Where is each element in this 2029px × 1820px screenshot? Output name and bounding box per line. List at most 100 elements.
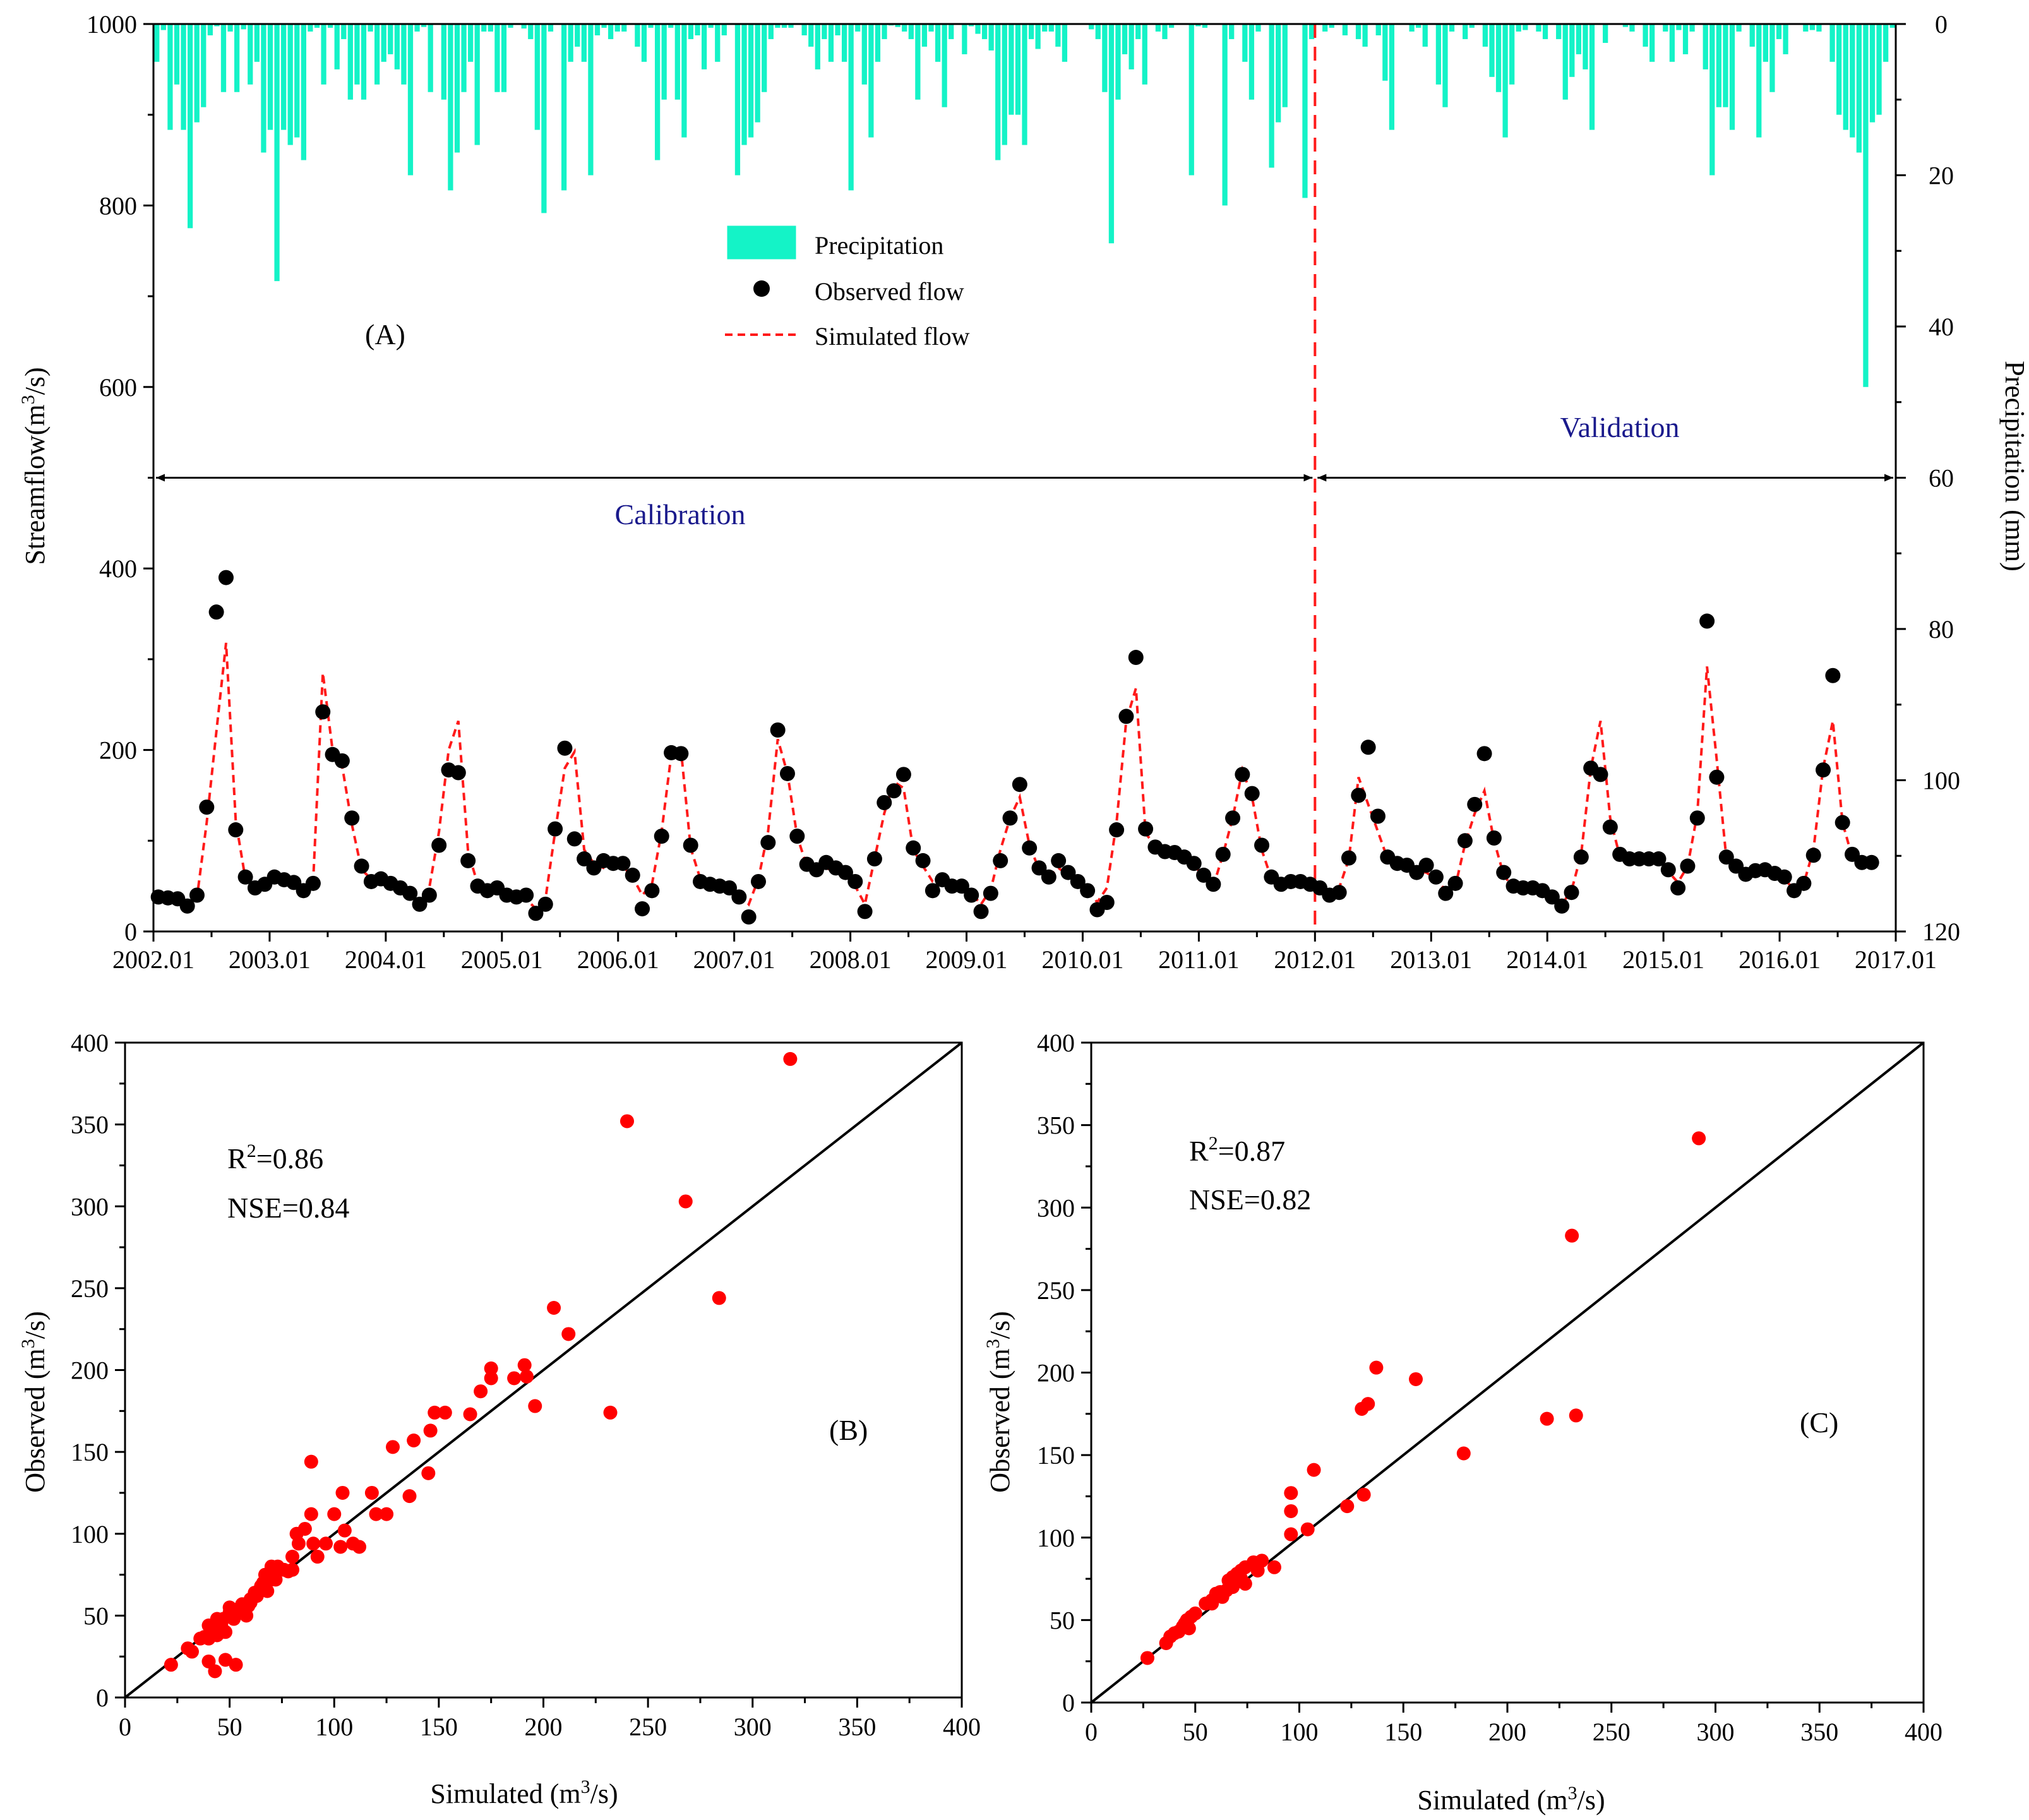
scatter-point [423, 1423, 438, 1438]
precipitation-bar [1883, 24, 1889, 62]
observed-flow-point [1215, 846, 1231, 862]
observed-flow-point [983, 885, 998, 901]
observed-flow-point [1816, 762, 1831, 778]
observed-flow-point [1080, 883, 1096, 899]
precipitation-bar [1155, 24, 1161, 32]
scatter-point [463, 1407, 477, 1422]
precipitation-bar [308, 24, 313, 32]
precipitation-bar [1229, 24, 1235, 39]
panel-c-y-title-base: Observed (m [985, 1348, 1015, 1493]
precipitation-bar [741, 24, 747, 145]
precipitation-bar [708, 24, 714, 28]
scatter-point [1361, 1397, 1375, 1411]
precipitation-bar [1255, 24, 1261, 32]
scatter-point [1267, 1560, 1281, 1574]
scatter-point [306, 1536, 321, 1551]
precipitation-bar [1422, 24, 1428, 47]
observed-flow-point [1573, 849, 1589, 865]
precipitation-bar [341, 24, 347, 39]
scatter-point [380, 1507, 394, 1521]
y-axis-tick-label: 0 [1062, 1689, 1075, 1717]
precipitation-bar [594, 24, 601, 35]
scatter-point [407, 1433, 421, 1447]
precipitation-bar [188, 24, 193, 229]
precipitation-bar [1195, 24, 1201, 27]
precipitation-bar [1122, 24, 1128, 54]
precipitation-bar [1729, 24, 1735, 130]
precipitation-bar [454, 24, 460, 153]
precipitation-bar [1382, 24, 1388, 81]
precipitation-bar [474, 24, 480, 145]
precipitation-bar [808, 24, 814, 47]
x-axis-tick-label: 200 [1488, 1718, 1526, 1746]
precipitation-bar [701, 24, 707, 69]
x-axis-tick-label: 300 [1697, 1718, 1735, 1746]
scatter-point [783, 1051, 798, 1066]
precipitation-bar [1095, 24, 1101, 39]
x-axis-tick-label: 300 [734, 1713, 772, 1741]
scatter-point [620, 1114, 634, 1129]
observed-flow-point [837, 865, 853, 880]
precipitation-bar [815, 24, 820, 69]
precipitation-bar [688, 24, 694, 39]
precipitation-bar [1495, 24, 1502, 92]
scatter-point [1300, 1522, 1315, 1536]
precipitation-bar [1769, 24, 1775, 92]
observed-flow-point [635, 901, 650, 917]
precipitation-bar [388, 24, 393, 54]
precipitation-bar [1809, 24, 1815, 30]
precipitation-bar [1709, 24, 1715, 176]
precipitation-bar [1502, 24, 1508, 138]
precipitation-bar [1022, 24, 1027, 145]
precipitation-bar [1843, 24, 1848, 130]
panel-c-validation-scatter: 00 50 50 100 100 150 150 200 200 250 250 300 300 350 3… [983, 1029, 1942, 1816]
panel-c-y-title-superscript: 3 [983, 1339, 1003, 1348]
x-axis-tick-label: 0 [1085, 1718, 1098, 1746]
left-axis-title-superscript: 3 [18, 395, 39, 404]
scatter-point [678, 1194, 693, 1209]
precipitation-bar [1850, 24, 1855, 138]
precipitation-bar [241, 24, 246, 30]
precipitation-bar [1829, 24, 1835, 62]
panel-c-r2-prefix: R [1189, 1135, 1209, 1167]
legend-simulated-label: Simulated flow [815, 322, 970, 350]
scatter-point [528, 1399, 542, 1413]
precipitation-bar [1509, 24, 1515, 85]
observed-flow-point [1709, 769, 1725, 785]
precipitation-bar [1409, 24, 1415, 32]
precipitation-bar [588, 24, 594, 176]
observed-flow-point [625, 867, 640, 883]
panel-c-label: (C) [1800, 1406, 1838, 1439]
observed-flow-point [654, 829, 669, 844]
observed-flow-point [421, 887, 437, 903]
precipitation-bars [154, 24, 1895, 387]
panel-c-axis-ticks: 00 50 50 100 100 150 150 200 200 250 250 300 300 350 3… [1037, 1029, 1942, 1746]
x-axis-tick-label: 50 [1183, 1718, 1208, 1746]
precipitation-bar [1756, 24, 1762, 138]
scatter-point [369, 1507, 383, 1521]
precipitation-bar [201, 24, 206, 107]
x-axis-tick-label: 250 [1593, 1718, 1631, 1746]
precipitation-bar [801, 24, 807, 35]
precipitation-bar [374, 24, 380, 85]
scatter-point [304, 1507, 318, 1521]
precipitation-bar [621, 24, 627, 32]
observed-flow-point [1418, 858, 1434, 873]
precipitation-bar [835, 24, 841, 35]
precipitation-bar [267, 24, 273, 130]
precipitation-bar [381, 24, 386, 62]
precipitation-bar [1583, 24, 1588, 69]
precipitation-bar [1536, 24, 1541, 32]
observed-flow-point [1438, 885, 1454, 901]
panel-a-time-series: 0 200 400 600 800 1000 0 20 40 60 80 100 120 2002.01 2… [18, 10, 2029, 974]
precipitation-bar [321, 24, 326, 85]
observed-flow-point [218, 570, 234, 585]
observed-flow-point [518, 887, 534, 903]
precipitation-bar [394, 24, 400, 69]
observed-flow-point [1660, 862, 1676, 878]
observed-flow-point [1109, 822, 1125, 838]
precipitation-bar [1202, 24, 1208, 28]
right-axis-tick-label: 100 [1922, 767, 1960, 795]
precipitation-bar [441, 24, 446, 100]
panel-a-legend: Precipitation Observed flow Simulated fl… [725, 225, 970, 350]
